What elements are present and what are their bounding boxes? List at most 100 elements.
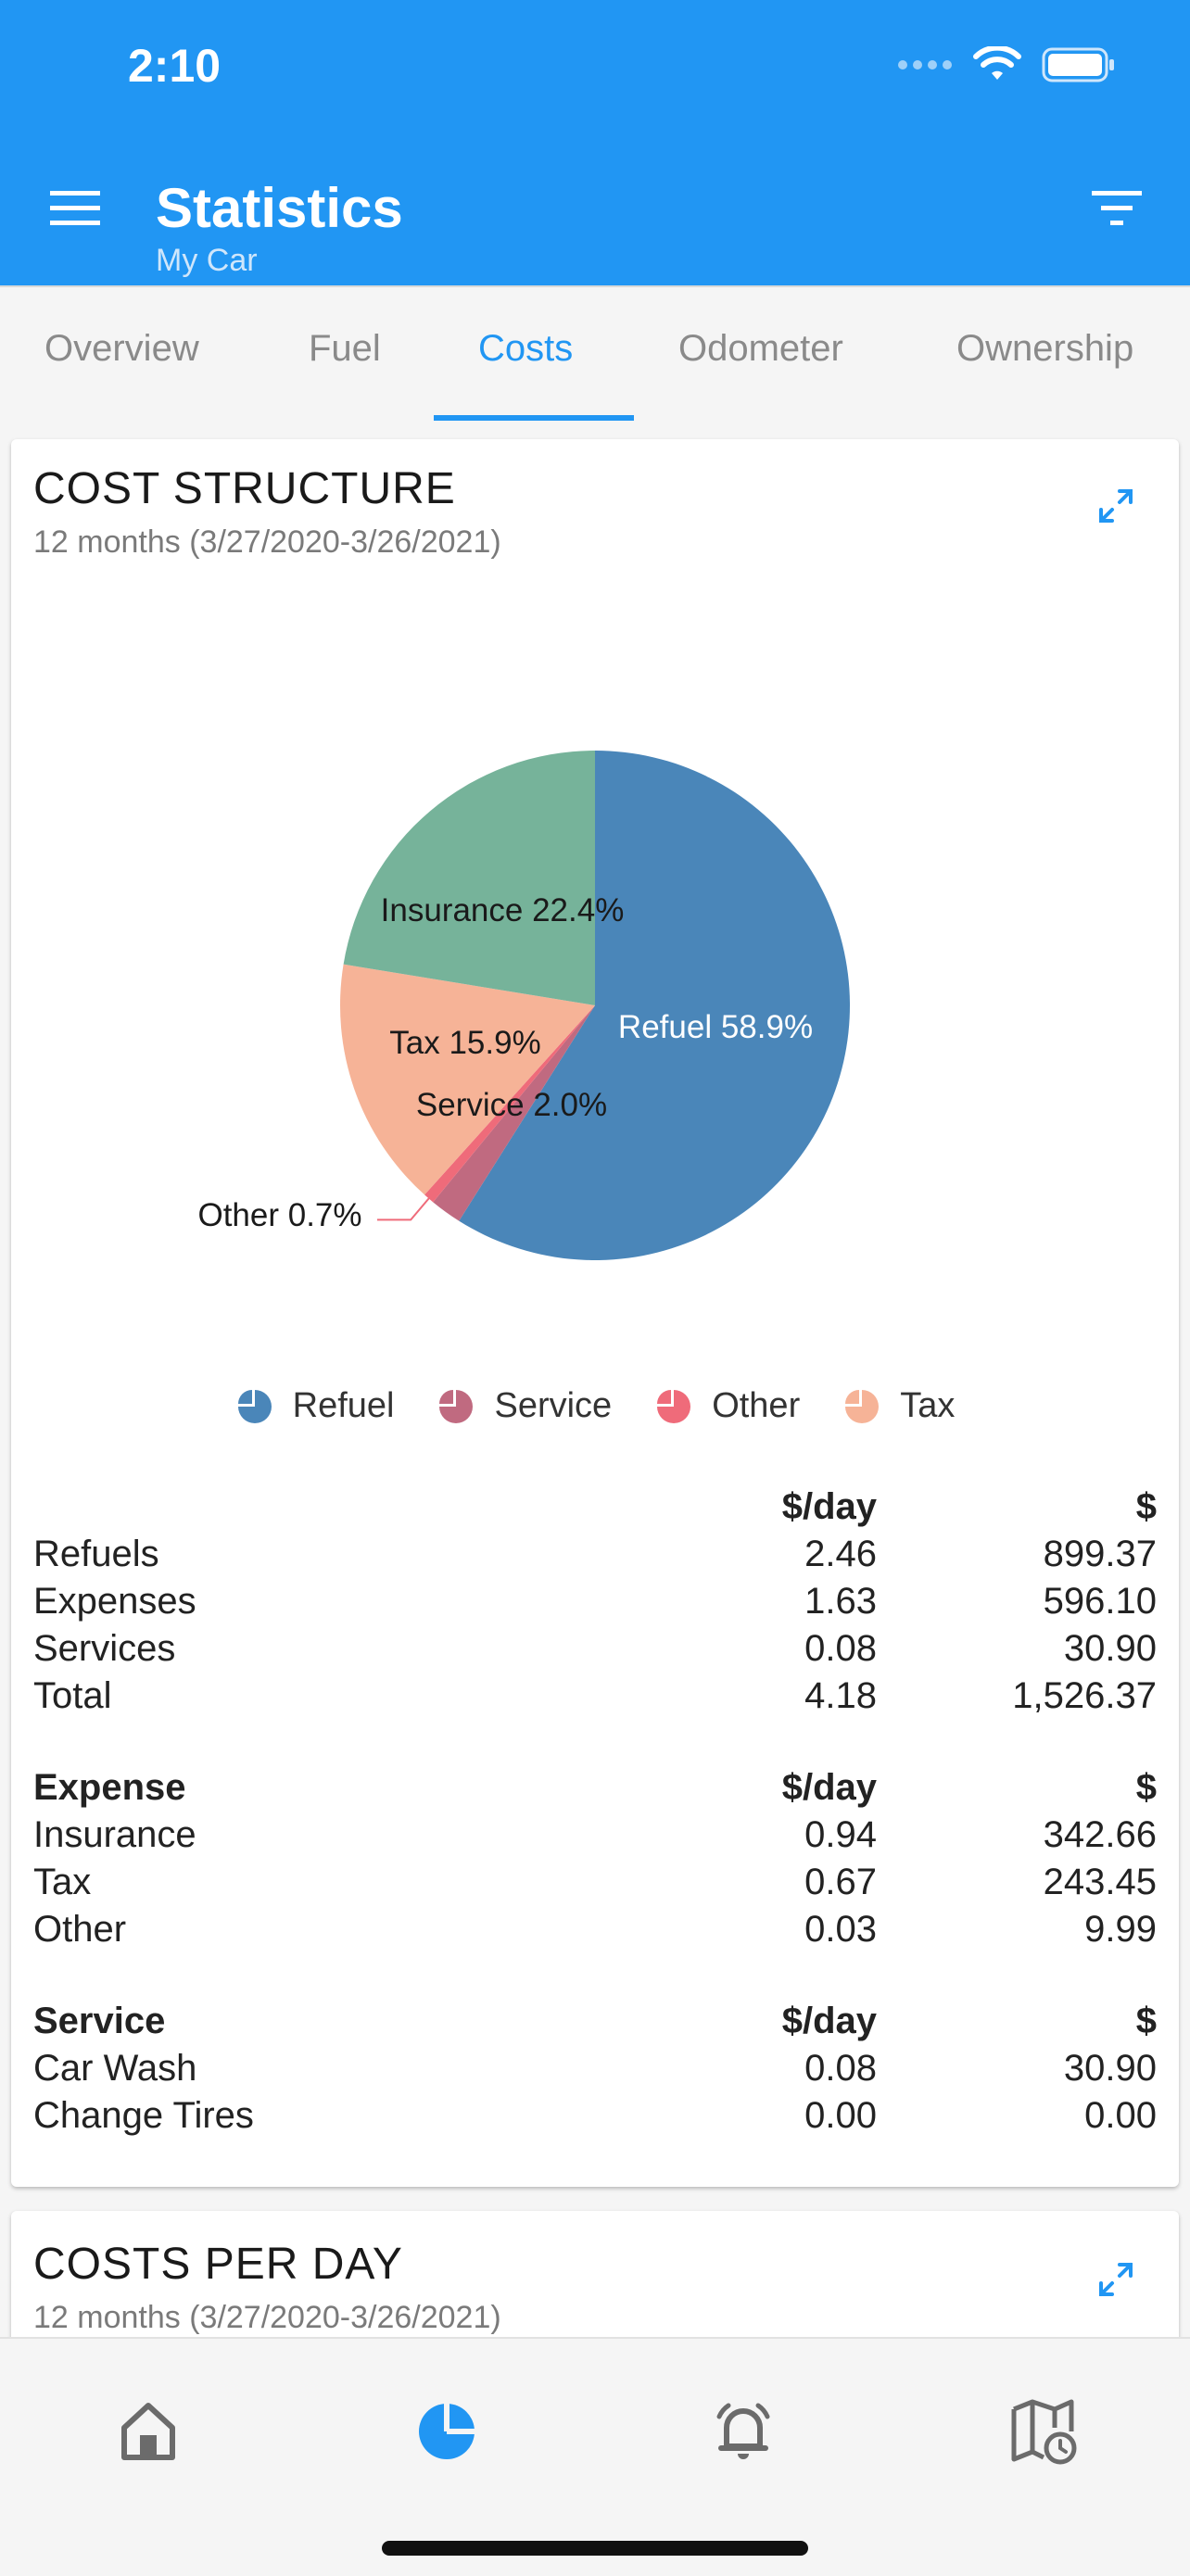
cellular-icon — [898, 60, 952, 69]
cell: 4.18 — [804, 1675, 877, 1716]
expand-icon[interactable] — [1094, 2257, 1138, 2302]
legend-item-other[interactable]: Other — [654, 1386, 800, 1426]
legend-label: Other — [712, 1386, 801, 1425]
cell: 0.03 — [804, 1909, 877, 1950]
legend-label: Tax — [900, 1386, 956, 1425]
expand-icon[interactable] — [1094, 484, 1138, 528]
pie-label-leader-line — [377, 1194, 432, 1221]
tab-costs[interactable]: Costs — [478, 328, 574, 369]
expense-header-row: Expense $/day $ — [33, 1767, 1157, 1815]
bottom-navigation — [0, 2337, 1190, 2576]
cell: 243.45 — [1043, 1862, 1157, 1902]
table-row: Total 4.18 1,526.37 — [33, 1675, 1157, 1724]
pie-icon — [439, 1389, 474, 1423]
legend-label: Refuel — [292, 1386, 395, 1425]
home-indicator — [382, 2541, 808, 2556]
cell: 0.67 — [804, 1862, 877, 1902]
cell: 1.63 — [804, 1581, 877, 1622]
cell: Insurance — [33, 1814, 196, 1855]
cell: $/day — [781, 2001, 877, 2041]
card-title: COSTS PER DAY — [33, 2240, 403, 2289]
cell: $ — [1135, 1767, 1157, 1808]
menu-icon[interactable] — [48, 185, 104, 232]
cell: Total — [33, 1675, 112, 1716]
pie-icon — [657, 1389, 691, 1423]
table-row: Expenses 1.63 596.10 — [33, 1581, 1157, 1629]
table-row: Services 0.08 30.90 — [33, 1628, 1157, 1676]
summary-header-row: $/day $ — [33, 1486, 1157, 1534]
cost-structure-pie-chart: Refuel 58.9% Service 2.0% Other 0.7% Tax 15… — [197, 751, 850, 1260]
cell: 2.46 — [804, 1534, 877, 1574]
cell: Expense — [33, 1767, 186, 1808]
card-period: 12 months (3/27/2020-3/26/2021) — [33, 524, 501, 560]
cell: 1,526.37 — [1012, 1675, 1157, 1716]
cell: 0.00 — [1084, 2095, 1157, 2136]
cell: 30.90 — [1063, 1628, 1157, 1669]
cell: 342.66 — [1043, 1814, 1157, 1855]
page-subtitle: My Car — [156, 243, 258, 278]
service-header-row: Service $/day $ — [33, 2001, 1157, 2049]
cell: Services — [33, 1628, 176, 1669]
cell: 0.94 — [804, 1814, 877, 1855]
cell: Tax — [33, 1862, 92, 1902]
page-title: Statistics — [156, 177, 403, 239]
cell: 30.90 — [1063, 2048, 1157, 2089]
pie-label-other: Other 0.7% — [197, 1197, 361, 1233]
cell: Expenses — [33, 1581, 196, 1622]
cell: 0.08 — [804, 2048, 877, 2089]
pie-slice-tax[interactable] — [340, 964, 595, 1195]
card-title: COST STRUCTURE — [33, 464, 456, 513]
tab-bar: Overview Fuel Costs Odometer Ownership — [0, 285, 1190, 423]
history-map-icon[interactable] — [1006, 2394, 1081, 2469]
filter-icon[interactable] — [1090, 185, 1146, 232]
legend-label: Service — [494, 1386, 613, 1425]
cell: 596.10 — [1043, 1581, 1157, 1622]
pie-label-refuel: Refuel 58.9% — [618, 1009, 813, 1045]
reminders-icon[interactable] — [706, 2394, 780, 2469]
tab-ownership[interactable]: Ownership — [956, 328, 1134, 369]
cell: $ — [1135, 1486, 1157, 1527]
status-icons — [897, 46, 1116, 83]
chart-legend: Refuel Service Other Tax — [11, 1386, 1179, 1426]
status-time: 2:10 — [128, 40, 222, 92]
cell: $/day — [781, 1767, 877, 1808]
legend-item-tax[interactable]: Tax — [842, 1386, 955, 1426]
table-row: Tax 0.67 243.45 — [33, 1862, 1157, 1910]
table-row: Car Wash 0.08 30.90 — [33, 2048, 1157, 2096]
table-row: Change Tires 0.00 0.00 — [33, 2095, 1157, 2143]
cell: Car Wash — [33, 2048, 197, 2089]
pie-label-service: Service 2.0% — [416, 1087, 607, 1123]
cell: $ — [1135, 2001, 1157, 2041]
tab-odometer[interactable]: Odometer — [678, 328, 843, 369]
home-icon[interactable] — [111, 2394, 185, 2469]
pie-icon — [845, 1389, 880, 1423]
table-row: Refuels 2.46 899.37 — [33, 1534, 1157, 1582]
pie-label-insurance: Insurance 22.4% — [381, 892, 625, 928]
cell: 0.08 — [804, 1628, 877, 1669]
pie-icon — [237, 1389, 272, 1423]
cell: 9.99 — [1084, 1909, 1157, 1950]
cost-structure-card: COST STRUCTURE 12 months (3/27/2020-3/26… — [11, 439, 1179, 2187]
statistics-icon[interactable] — [410, 2394, 484, 2469]
tab-fuel[interactable]: Fuel — [309, 328, 381, 369]
legend-item-service[interactable]: Service — [437, 1386, 612, 1426]
cell: 0.00 — [804, 2095, 877, 2136]
pie-slice-service[interactable] — [433, 1005, 595, 1221]
table-row: Insurance 0.94 342.66 — [33, 1814, 1157, 1863]
pie-label-tax: Tax 15.9% — [389, 1025, 540, 1061]
cell: Service — [33, 2001, 166, 2041]
legend-item-refuel[interactable]: Refuel — [235, 1386, 395, 1426]
pie-slice-insurance[interactable] — [343, 751, 595, 1005]
pie-slice-refuel[interactable] — [459, 751, 850, 1260]
pie-slice-other[interactable] — [424, 1005, 595, 1203]
card-period: 12 months (3/27/2020-3/26/2021) — [33, 2300, 501, 2335]
battery-icon — [1042, 47, 1114, 82]
tab-overview[interactable]: Overview — [44, 328, 199, 369]
cell: 899.37 — [1043, 1534, 1157, 1574]
table-row: Other 0.03 9.99 — [33, 1909, 1157, 1957]
active-tab-indicator — [434, 415, 634, 421]
wifi-icon — [973, 46, 1021, 80]
cell: Other — [33, 1909, 127, 1950]
cell: $/day — [781, 1486, 877, 1527]
cell: Change Tires — [33, 2095, 254, 2136]
